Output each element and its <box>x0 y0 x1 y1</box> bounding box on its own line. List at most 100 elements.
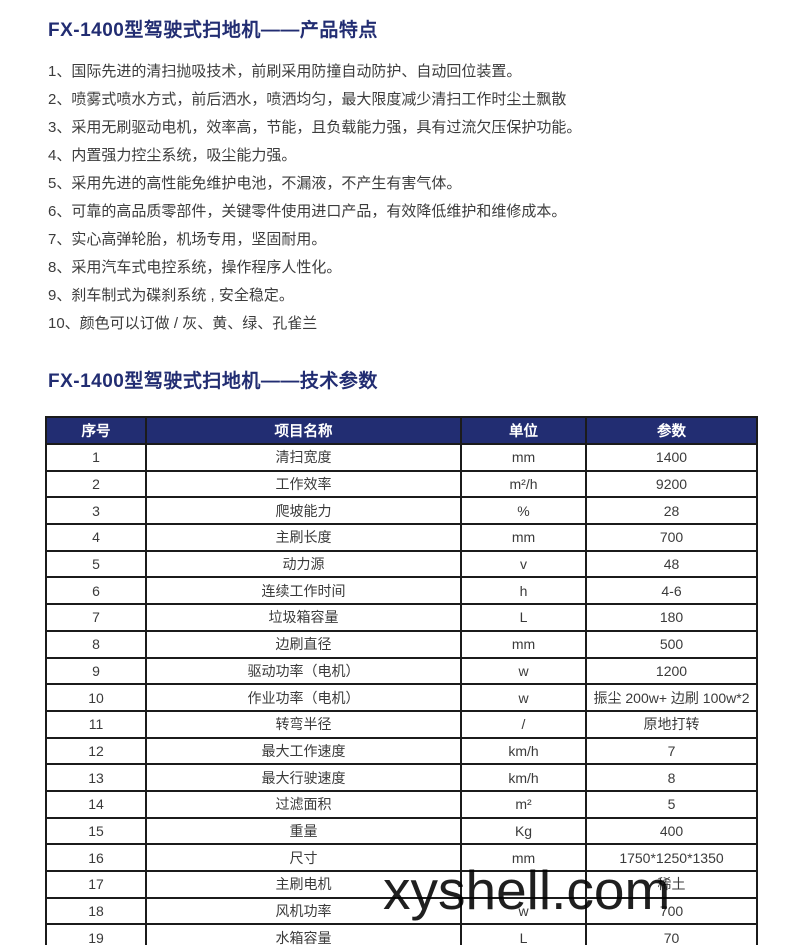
cell-item-name: 最大行驶速度 <box>145 763 462 792</box>
cell-parameter: 1400 <box>585 443 758 472</box>
cell-item-name: 垃圾箱容量 <box>145 603 462 632</box>
features-section-title: FX-1400型驾驶式扫地机——产品特点 <box>48 20 378 41</box>
specs-section-title: FX-1400型驾驶式扫地机——技术参数 <box>48 371 378 392</box>
feature-item: 3、采用无刷驱动电机，效率高，节能，且负载能力强，具有过流欠压保护功能。 <box>48 119 582 136</box>
cell-item-name: 作业功率（电机） <box>145 683 462 712</box>
table-row: 3 爬坡能力 % 28 <box>45 496 758 526</box>
cell-parameter: 500 <box>585 629 758 659</box>
cell-item-name: 过滤面积 <box>145 789 462 819</box>
cell-parameter: 70 <box>585 923 758 945</box>
cell-index: 11 <box>45 709 147 739</box>
table-row: 13 最大行驶速度 km/h 8 <box>45 763 758 792</box>
cell-index: 13 <box>45 763 147 792</box>
cell-index: 18 <box>45 896 147 926</box>
header-cell-item-name: 项目名称 <box>145 416 462 445</box>
table-row: 16 尺寸 mm 1750*1250*1350 <box>45 843 758 872</box>
header-cell-unit: 单位 <box>460 416 587 445</box>
cell-unit: % <box>460 496 587 526</box>
cell-unit: km/h <box>460 736 587 766</box>
cell-item-name: 主刷长度 <box>145 523 462 552</box>
cell-index: 15 <box>45 816 147 846</box>
cell-index: 9 <box>45 656 147 686</box>
cell-item-name: 动力源 <box>145 549 462 579</box>
cell-parameter: 28 <box>585 496 758 526</box>
cell-unit: w <box>460 683 587 712</box>
cell-item-name: 重量 <box>145 816 462 846</box>
cell-item-name: 驱动功率（电机） <box>145 656 462 686</box>
cell-item-name: 水箱容量 <box>145 923 462 945</box>
table-row: 11 转弯半径 / 原地打转 <box>45 709 758 739</box>
cell-parameter: 1750*1250*1350 <box>585 843 758 872</box>
cell-item-name: 工作效率 <box>145 469 462 499</box>
table-row: 18 风机功率 w 700 <box>45 896 758 926</box>
cell-parameter: 700 <box>585 523 758 552</box>
table-row: 9 驱动功率（电机） w 1200 <box>45 656 758 686</box>
cell-unit <box>460 870 587 899</box>
table-row: 6 连续工作时间 h 4-6 <box>45 576 758 606</box>
table-row: 1 清扫宽度 mm 1400 <box>45 443 758 472</box>
cell-item-name: 连续工作时间 <box>145 576 462 606</box>
cell-item-name: 最大工作速度 <box>145 736 462 766</box>
cell-unit: v <box>460 549 587 579</box>
cell-unit: mm <box>460 843 587 872</box>
cell-unit: m²/h <box>460 469 587 499</box>
cell-unit: mm <box>460 629 587 659</box>
table-row: 7 垃圾箱容量 L 180 <box>45 603 758 632</box>
cell-item-name: 风机功率 <box>145 896 462 926</box>
cell-index: 4 <box>45 523 147 552</box>
feature-item: 10、颜色可以订做 / 灰、黄、绿、孔雀兰 <box>48 315 318 332</box>
table-row: 5 动力源 v 48 <box>45 549 758 579</box>
spec-table-wrap: 序号 项目名称 单位 参数 1 清扫宽度 mm 1400 <box>45 416 758 945</box>
table-row: 17 主刷电机 稀土 <box>45 870 758 899</box>
cell-item-name: 主刷电机 <box>145 870 462 899</box>
table-row: 8 边刷直径 mm 500 <box>45 629 758 659</box>
header-cell-parameter: 参数 <box>585 416 758 445</box>
cell-index: 5 <box>45 549 147 579</box>
cell-parameter: 700 <box>585 896 758 926</box>
cell-parameter: 8 <box>585 763 758 792</box>
cell-index: 16 <box>45 843 147 872</box>
cell-unit: Kg <box>460 816 587 846</box>
table-row: 14 过滤面积 m² 5 <box>45 789 758 819</box>
cell-item-name: 清扫宽度 <box>145 443 462 472</box>
cell-index: 10 <box>45 683 147 712</box>
cell-parameter: 稀土 <box>585 870 758 899</box>
cell-unit: / <box>460 709 587 739</box>
cell-item-name: 转弯半径 <box>145 709 462 739</box>
table-row: 10 作业功率（电机） w 振尘 200w+ 边刷 100w*2 <box>45 683 758 712</box>
cell-index: 7 <box>45 603 147 632</box>
table-row: 2 工作效率 m²/h 9200 <box>45 469 758 499</box>
cell-unit: mm <box>460 443 587 472</box>
cell-unit: L <box>460 923 587 945</box>
cell-unit: w <box>460 656 587 686</box>
cell-parameter: 7 <box>585 736 758 766</box>
cell-parameter: 9200 <box>585 469 758 499</box>
cell-index: 8 <box>45 629 147 659</box>
feature-item: 9、刹车制式为碟刹系统 , 安全稳定。 <box>48 287 294 304</box>
spec-table-body: 1 清扫宽度 mm 1400 2 工作效率 m²/h 9200 <box>45 443 758 945</box>
feature-item: 4、内置强力控尘系统，吸尘能力强。 <box>48 147 297 164</box>
cell-parameter: 1200 <box>585 656 758 686</box>
cell-parameter: 5 <box>585 789 758 819</box>
feature-list: 1、国际先进的清扫抛吸技术，前刷采用防撞自动防护、自动回位装置。 2、喷雾式喷水… <box>48 58 755 338</box>
cell-index: 12 <box>45 736 147 766</box>
cell-parameter: 48 <box>585 549 758 579</box>
cell-unit: mm <box>460 523 587 552</box>
feature-item: 6、可靠的高品质零部件，关键零件使用进口产品，有效降低维护和维修成本。 <box>48 203 567 220</box>
cell-item-name: 尺寸 <box>145 843 462 872</box>
cell-unit: km/h <box>460 763 587 792</box>
cell-index: 17 <box>45 870 147 899</box>
feature-item: 5、采用先进的高性能免维护电池，不漏液，不产生有害气体。 <box>48 175 462 192</box>
table-row: 4 主刷长度 mm 700 <box>45 523 758 552</box>
table-row: 15 重量 Kg 400 <box>45 816 758 846</box>
feature-item: 7、实心高弹轮胎，机场专用，坚固耐用。 <box>48 231 327 248</box>
cell-parameter: 振尘 200w+ 边刷 100w*2 <box>585 683 758 712</box>
cell-index: 2 <box>45 469 147 499</box>
cell-index: 19 <box>45 923 147 945</box>
cell-unit: m² <box>460 789 587 819</box>
cell-index: 14 <box>45 789 147 819</box>
feature-item: 1、国际先进的清扫抛吸技术，前刷采用防撞自动防护、自动回位装置。 <box>48 63 522 80</box>
cell-unit: w <box>460 896 587 926</box>
